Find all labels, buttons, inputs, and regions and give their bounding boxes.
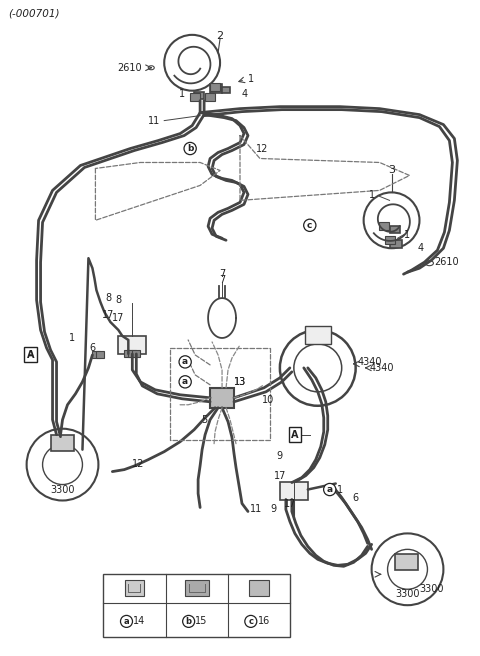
Text: A: A xyxy=(291,430,299,440)
Text: 11: 11 xyxy=(250,504,262,514)
Text: a: a xyxy=(327,485,333,494)
Text: 17: 17 xyxy=(112,313,124,323)
Bar xyxy=(395,554,419,570)
Bar xyxy=(305,326,331,344)
Text: c: c xyxy=(307,221,312,230)
Text: 4340: 4340 xyxy=(370,363,394,373)
Text: 6: 6 xyxy=(89,343,96,353)
Text: 14: 14 xyxy=(133,617,145,626)
Text: 1: 1 xyxy=(369,190,375,200)
Text: 15: 15 xyxy=(195,617,208,626)
Bar xyxy=(205,92,215,100)
Bar xyxy=(210,388,234,408)
Text: 8: 8 xyxy=(115,295,121,305)
Bar xyxy=(210,83,220,91)
Text: 17: 17 xyxy=(102,310,115,320)
Bar xyxy=(190,92,200,100)
Text: 3300: 3300 xyxy=(420,584,444,594)
Bar xyxy=(280,482,308,499)
Bar xyxy=(384,236,395,244)
Bar xyxy=(132,350,140,357)
Text: 2610: 2610 xyxy=(118,63,142,73)
Text: 1: 1 xyxy=(179,89,185,98)
Text: 9: 9 xyxy=(277,451,283,461)
Bar xyxy=(194,92,204,98)
Text: 1: 1 xyxy=(248,73,254,84)
Text: 12: 12 xyxy=(132,459,144,468)
Text: a: a xyxy=(124,617,129,626)
Text: 7: 7 xyxy=(219,269,225,279)
Bar xyxy=(210,84,222,92)
Text: 4: 4 xyxy=(418,243,424,253)
Text: (-000701): (-000701) xyxy=(9,9,60,19)
Text: b: b xyxy=(187,144,193,153)
Text: 6: 6 xyxy=(353,493,359,502)
Text: 10: 10 xyxy=(262,395,274,405)
Text: 13: 13 xyxy=(234,377,246,387)
Text: 1: 1 xyxy=(405,230,410,240)
Text: 13: 13 xyxy=(234,377,246,387)
Text: 5: 5 xyxy=(201,415,207,424)
Text: 8: 8 xyxy=(105,293,111,303)
Text: A: A xyxy=(28,350,34,359)
Bar xyxy=(103,574,290,637)
Text: 3300: 3300 xyxy=(395,589,420,599)
Text: a: a xyxy=(182,377,188,386)
Text: A: A xyxy=(27,350,35,360)
Text: 3300: 3300 xyxy=(50,485,75,495)
Bar xyxy=(390,240,402,248)
Text: 4340: 4340 xyxy=(358,357,382,367)
Text: 4: 4 xyxy=(242,89,248,98)
Text: 16: 16 xyxy=(258,617,270,626)
Text: c: c xyxy=(248,617,253,626)
Text: 7: 7 xyxy=(219,275,225,285)
Text: 1: 1 xyxy=(70,333,75,343)
Text: b: b xyxy=(186,617,192,626)
Bar xyxy=(128,350,136,357)
Text: 12: 12 xyxy=(256,144,268,154)
Bar xyxy=(390,226,399,234)
Text: 1: 1 xyxy=(336,485,343,495)
Bar xyxy=(249,580,269,596)
Text: 17: 17 xyxy=(284,499,296,510)
Bar xyxy=(124,350,132,357)
Text: 3: 3 xyxy=(388,165,395,175)
Bar xyxy=(222,87,230,92)
Text: 2610: 2610 xyxy=(434,257,459,267)
Bar xyxy=(124,580,144,596)
Bar xyxy=(119,336,146,354)
Text: a: a xyxy=(182,358,188,367)
Bar xyxy=(96,351,104,358)
Bar xyxy=(50,435,74,451)
Bar xyxy=(185,580,209,596)
Text: 11: 11 xyxy=(148,115,160,125)
Bar xyxy=(93,351,100,358)
Text: 9: 9 xyxy=(271,504,277,514)
Text: 2: 2 xyxy=(216,31,224,41)
Text: 17: 17 xyxy=(274,470,286,481)
Bar xyxy=(379,222,389,230)
